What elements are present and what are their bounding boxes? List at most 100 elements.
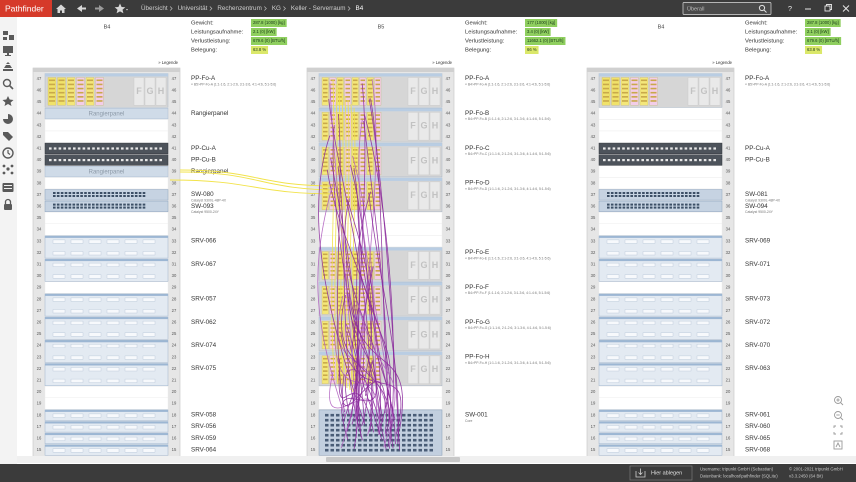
device[interactable] [599,433,722,444]
device[interactable] [599,445,722,456]
device[interactable] [599,201,722,212]
device[interactable] [45,259,168,281]
device-label[interactable]: PP-Fo-D [465,180,490,187]
device-label[interactable]: SRV-066 [191,238,217,245]
zoom-fit[interactable] [834,426,842,434]
device[interactable] [599,294,722,316]
breadcrumb-item[interactable]: Rechenzentrum [217,5,261,12]
device-label[interactable]: SRV-067 [191,261,217,268]
device[interactable] [45,190,168,201]
device-label[interactable]: SRV-068 [745,446,771,453]
device[interactable] [45,294,168,316]
device-label[interactable]: SRV-074 [191,342,217,349]
device-label[interactable]: PP-Fo-A [745,75,770,82]
device[interactable] [45,445,168,456]
port [115,195,118,197]
device[interactable] [45,410,168,421]
device[interactable] [45,433,168,444]
device-label[interactable]: SRV-073 [745,296,771,303]
logo[interactable]: Pathfinder [5,3,44,13]
device-label[interactable]: PP-Fo-A [465,75,490,82]
device[interactable] [599,364,722,386]
scrollbar-thumb[interactable] [326,457,460,462]
device-label[interactable]: PP-Fo-H [465,354,490,361]
device-label[interactable]: SRV-058 [191,412,217,419]
search-placeholder[interactable]: Überall [687,5,704,12]
device[interactable] [599,422,722,433]
device-label[interactable]: SW-081 [745,191,768,198]
device[interactable] [599,236,722,258]
device[interactable] [45,155,168,166]
device-label[interactable]: SRV-056 [191,423,217,430]
device-label[interactable]: SRV-062 [191,319,217,326]
device-label[interactable]: SRV-069 [745,238,771,245]
breadcrumb-item[interactable]: Übersicht [141,4,168,12]
device-label[interactable]: Rangierpanel [191,110,228,117]
device-label[interactable]: SRV-059 [191,435,217,442]
device[interactable]: Rangierpanel [45,108,168,119]
device-label[interactable]: SW-094 [745,203,768,210]
device-label[interactable]: SW-093 [191,203,214,210]
device[interactable] [599,317,722,339]
device-label[interactable]: SRV-060 [745,423,771,430]
zoom-in[interactable] [835,397,844,406]
device-label[interactable]: PP-Cu-A [745,145,771,152]
breadcrumb-item[interactable]: KG [272,5,281,12]
module-letter: G [420,190,427,200]
device[interactable] [599,155,722,166]
device-label[interactable]: SRV-075 [191,365,217,372]
device-label[interactable]: PP-Fo-F [465,284,489,291]
device[interactable] [45,143,168,154]
legend-link[interactable]: » Legende [432,60,452,65]
breadcrumb-item[interactable]: B4 [356,5,364,12]
sidebar-icon[interactable] [3,183,14,192]
device-label[interactable]: PP-Fo-C [465,145,490,152]
breadcrumb-item[interactable]: Keller - Serverraum [291,5,346,12]
device-label[interactable]: PP-Fo-E [465,249,489,256]
port [413,439,417,442]
device-label[interactable]: PP-Cu-B [191,156,216,163]
device[interactable] [45,236,168,258]
device[interactable] [599,410,722,421]
device[interactable]: FGH [319,108,442,142]
device[interactable] [599,340,722,362]
help-button[interactable]: ? [788,4,792,13]
device-label[interactable]: SRV-071 [745,261,771,268]
device[interactable] [45,422,168,433]
zoom-reset[interactable] [834,441,842,449]
device-label[interactable]: SRV-072 [745,319,771,326]
device-label[interactable]: SRV-064 [191,446,217,453]
device[interactable]: FGH [319,74,442,108]
device[interactable]: FGH [599,74,722,108]
device[interactable] [45,364,168,386]
module-letter: H [432,155,439,165]
device[interactable]: FGH [319,143,442,177]
device[interactable]: FGH [45,74,168,108]
device-label[interactable]: SRV-065 [745,435,771,442]
device-label[interactable]: PP-Fo-B [465,110,489,117]
device-label[interactable]: SW-001 [465,412,488,419]
breadcrumb-item[interactable]: Universität [178,5,208,12]
device-label[interactable]: PP-Fo-G [465,319,490,326]
device-label[interactable]: SRV-063 [745,365,771,372]
device[interactable] [45,340,168,362]
device[interactable] [599,143,722,154]
device-label[interactable]: SRV-061 [745,412,771,419]
drop-label[interactable]: Hier ablegen [651,470,682,476]
device[interactable] [599,259,722,281]
port [430,434,434,437]
legend-link[interactable]: » Legende [158,60,178,65]
device-label[interactable]: SRV-070 [745,342,771,349]
device-label[interactable]: PP-Cu-A [191,145,217,152]
device-label[interactable]: PP-Cu-B [745,156,770,163]
device[interactable] [599,190,722,201]
zoom-out[interactable] [835,412,844,421]
device-label[interactable]: SRV-057 [191,296,217,303]
legend-link[interactable]: » Legende [712,60,732,65]
device[interactable]: Rangierpanel [45,166,168,177]
device[interactable] [45,201,168,212]
device-label[interactable]: PP-Fo-A [191,75,216,82]
device-label[interactable]: SW-080 [191,191,214,198]
device[interactable] [45,317,168,339]
